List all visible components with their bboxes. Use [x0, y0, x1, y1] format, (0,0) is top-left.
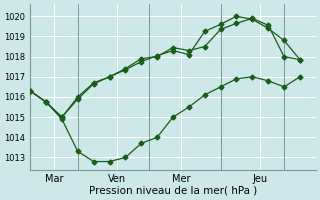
X-axis label: Pression niveau de la mer( hPa ): Pression niveau de la mer( hPa )	[89, 186, 257, 196]
